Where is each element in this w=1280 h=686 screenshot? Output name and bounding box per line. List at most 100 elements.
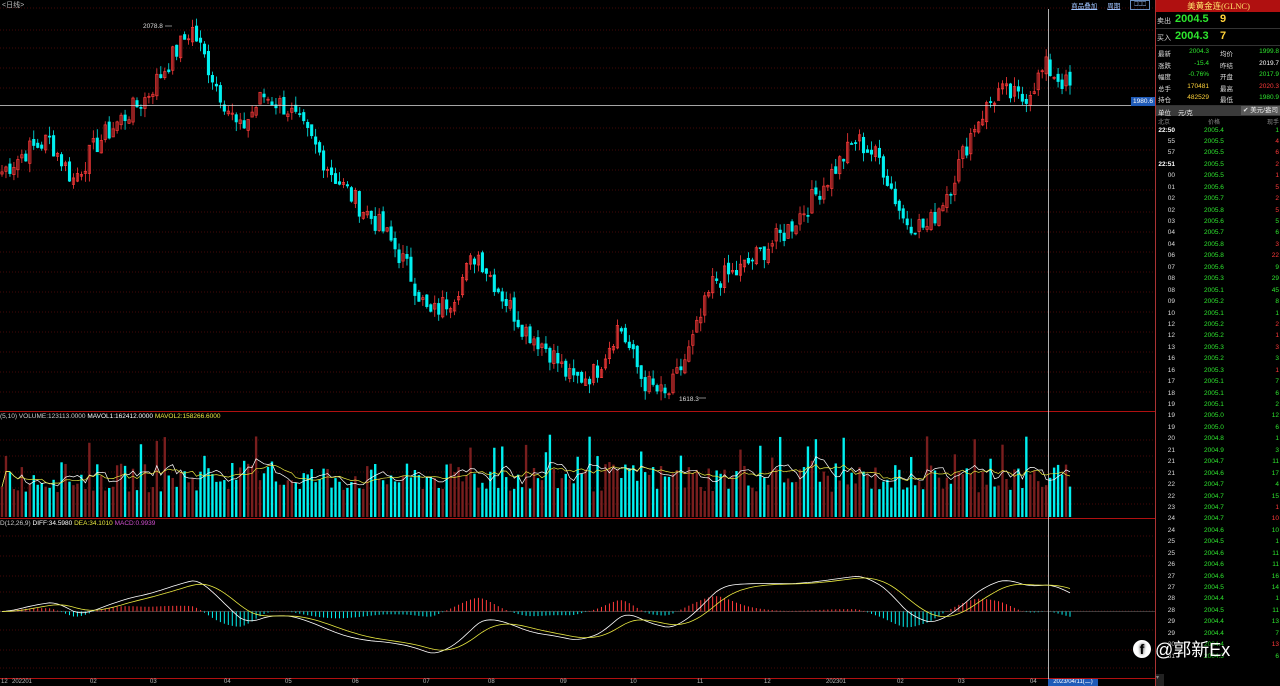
tick-row[interactable]: 29 2004.4 13 — [1156, 617, 1280, 628]
tick-price: 2004.3 — [1204, 652, 1224, 660]
tick-row[interactable]: 22:50 2005.4 1 — [1156, 126, 1280, 137]
tick-row[interactable]: 25 2004.6 11 — [1156, 549, 1280, 560]
tick-row[interactable]: 21 2004.7 11 — [1156, 457, 1280, 468]
tick-row[interactable]: 04 2005.7 6 — [1156, 228, 1280, 239]
tick-row[interactable]: 20 2004.8 1 — [1156, 434, 1280, 445]
tick-row[interactable]: 30 2004.4 13 — [1156, 640, 1280, 651]
candle-up — [127, 119, 131, 124]
tick-row[interactable]: 22:51 2005.5 2 — [1156, 160, 1280, 171]
tick-row[interactable]: 55 2005.5 4 — [1156, 137, 1280, 148]
tick-time: 22 — [1167, 492, 1175, 500]
tick-row[interactable]: 04 2005.8 3 — [1156, 240, 1280, 251]
tick-row[interactable]: 23 2004.7 1 — [1156, 503, 1280, 514]
volume-bar-up — [917, 481, 921, 517]
candle-down — [310, 124, 314, 137]
tick-row[interactable]: 26 2004.6 11 — [1156, 560, 1280, 571]
tick-row[interactable]: 19 2005.0 6 — [1156, 423, 1280, 434]
volume-bar-up — [4, 455, 8, 517]
volume-bar-down — [40, 483, 43, 517]
stat-value: 170481 — [1187, 82, 1209, 90]
tick-time: 16 — [1167, 366, 1175, 374]
x-axis-label: 11 — [697, 679, 704, 685]
tick-row[interactable]: 19 2005.1 2 — [1156, 400, 1280, 411]
tick-row[interactable]: 27 2004.5 14 — [1156, 583, 1280, 594]
unit-value[interactable]: 元/克 — [1178, 109, 1193, 117]
volume-bar-down — [802, 467, 806, 517]
candle-up — [353, 190, 357, 204]
tick-volume: 13 — [1271, 641, 1279, 649]
x-axis-label: 08 — [488, 679, 495, 685]
tick-row[interactable]: 02 2005.8 5 — [1156, 206, 1280, 217]
tick-row[interactable]: 10 2005.1 1 — [1156, 309, 1280, 320]
volume-bar-up — [143, 464, 147, 517]
tick-row[interactable]: 06 2005.8 22 — [1156, 251, 1280, 262]
tick-row[interactable]: 08 2005.3 29 — [1156, 274, 1280, 285]
overlay-link[interactable]: 商品叠加 — [1071, 3, 1098, 10]
tick-row[interactable]: 57 2005.5 6 — [1156, 148, 1280, 159]
sell-quote: 卖出 2004.5 9 — [1156, 12, 1280, 29]
tick-row[interactable]: 13 2005.3 3 — [1156, 343, 1280, 354]
candle-down — [631, 344, 635, 350]
kline-chart[interactable] — [0, 0, 1155, 686]
tick-row[interactable]: 12 2005.2 1 — [1156, 331, 1280, 342]
tick-price: 2005.6 — [1204, 183, 1224, 191]
tick-row[interactable]: 22 2004.7 15 — [1156, 492, 1280, 503]
candle-up — [738, 263, 743, 276]
tick-time: 55 — [1167, 137, 1175, 145]
tick-row[interactable]: 29 2004.4 7 — [1156, 629, 1280, 640]
tick-row[interactable]: 28 2004.4 1 — [1156, 594, 1280, 605]
candle-down — [381, 211, 385, 232]
currency-toggle[interactable]: ✔ 美元/盎司 — [1240, 105, 1280, 115]
tick-row[interactable]: 17 2005.1 7 — [1156, 377, 1280, 388]
tick-time: 28 — [1167, 606, 1175, 614]
tick-price: 2005.1 — [1204, 389, 1224, 397]
tick-row[interactable]: 21 2004.9 3 — [1156, 446, 1280, 457]
ticks-list[interactable]: 22:50 2005.4 1 55 2005.5 4 57 2005.5 6 22:51 2005.… — [1156, 126, 1280, 664]
candle-down — [663, 387, 667, 394]
tick-row[interactable]: 09 2005.2 8 — [1156, 297, 1280, 308]
candle-up — [1040, 70, 1044, 73]
tick-row[interactable]: 22 2004.7 4 — [1156, 480, 1280, 491]
tick-time: 57 — [1167, 149, 1175, 157]
volume-bar-down — [628, 468, 631, 517]
tick-row[interactable]: 16 2005.2 3 — [1156, 354, 1280, 365]
candle-up — [79, 174, 83, 177]
candle-down — [484, 268, 488, 274]
scroll-handle[interactable]: ▾ — [1156, 674, 1164, 686]
tick-row[interactable]: 24 2004.7 10 — [1156, 514, 1280, 525]
tick-volume: 4 — [1275, 137, 1279, 145]
volume-bar-up — [608, 462, 611, 517]
tick-row[interactable]: 28 2004.5 11 — [1156, 606, 1280, 617]
tick-row[interactable]: 07 2005.6 9 — [1156, 263, 1280, 274]
diff-line — [1, 576, 1071, 654]
tick-row[interactable]: 00 2005.5 1 — [1156, 171, 1280, 182]
tick-row[interactable]: 21 2004.6 17 — [1156, 469, 1280, 480]
candle-up — [377, 213, 381, 231]
tick-row[interactable]: 02 2005.7 2 — [1156, 194, 1280, 205]
tick-row[interactable]: 08 2005.1 45 — [1156, 286, 1280, 297]
window-button[interactable]: ⎕⎕⎕ — [1130, 0, 1150, 10]
tick-time: 24 — [1167, 515, 1175, 523]
tick-price: 2005.8 — [1204, 240, 1224, 248]
candle-up — [476, 254, 480, 266]
tick-row[interactable]: 25 2004.5 1 — [1156, 537, 1280, 548]
volume-bar-up — [449, 463, 452, 517]
candle-down — [989, 101, 993, 103]
tick-row[interactable]: 19 2005.0 12 — [1156, 411, 1280, 422]
tick-row[interactable]: 01 2005.6 5 — [1156, 183, 1280, 194]
tick-row[interactable]: 03 2005.6 5 — [1156, 217, 1280, 228]
candle-down — [790, 221, 794, 232]
tick-row[interactable]: 16 2005.3 1 — [1156, 366, 1280, 377]
period-link[interactable]: 周期 — [1107, 3, 1121, 10]
tick-row[interactable]: 12 2005.2 2 — [1156, 320, 1280, 331]
tick-volume: 5 — [1275, 218, 1279, 225]
volume-bar-up — [560, 478, 563, 517]
tick-row[interactable]: 31 2004.3 6 — [1156, 652, 1280, 663]
volume-bar-up — [0, 486, 4, 517]
candle-up — [826, 184, 830, 188]
tick-row[interactable]: 18 2005.1 6 — [1156, 389, 1280, 400]
tick-row[interactable]: 27 2004.6 16 — [1156, 572, 1280, 583]
volume-bar-up — [250, 465, 254, 517]
toolbar-links: 商品叠加 周期 ⎕⎕⎕ — [1071, 0, 1150, 10]
tick-row[interactable]: 24 2004.6 10 — [1156, 526, 1280, 537]
